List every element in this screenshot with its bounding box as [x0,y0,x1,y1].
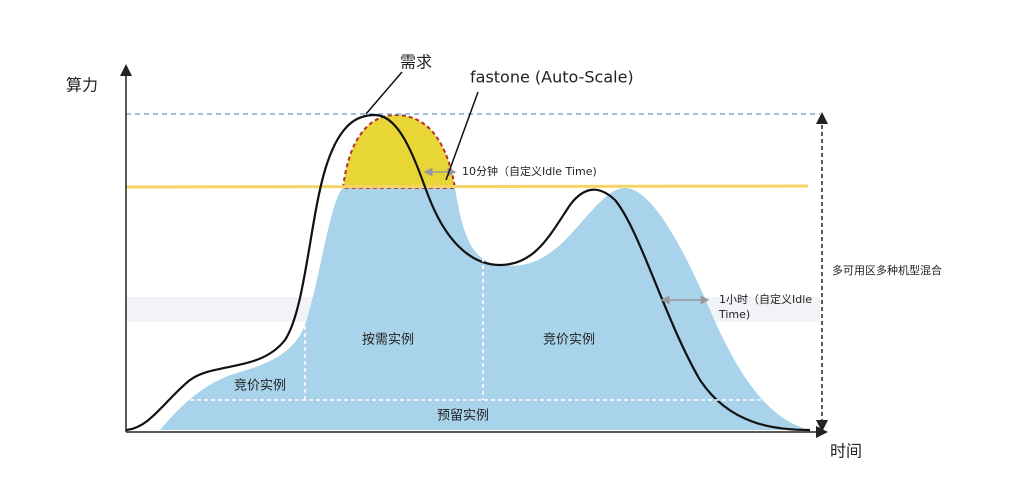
callout: Time) [718,308,750,321]
region-label: 竞价实例 [543,332,595,348]
callout: 需求 [400,53,432,72]
autoscale-area [341,113,457,189]
callout: fastone (Auto-Scale) [470,68,634,87]
region-dividers [190,258,762,401]
callout: 10分钟（自定义Idle Time) [462,164,597,178]
region-label: 竞价实例 [234,378,286,394]
x-axis-label: 时间 [830,442,862,461]
capacity-line [125,184,809,189]
pointer [365,71,403,115]
demand-curve [125,113,811,432]
capacity-area [160,188,810,430]
region-label: 按需实例 [362,333,414,348]
callout: 1小时（自定义Idle [719,292,812,306]
y-axis-label: 算力 [66,76,98,95]
pointer [445,91,479,181]
region-label: 预留实例 [437,409,489,424]
callout: 多可用区多种机型混合 [832,263,942,277]
